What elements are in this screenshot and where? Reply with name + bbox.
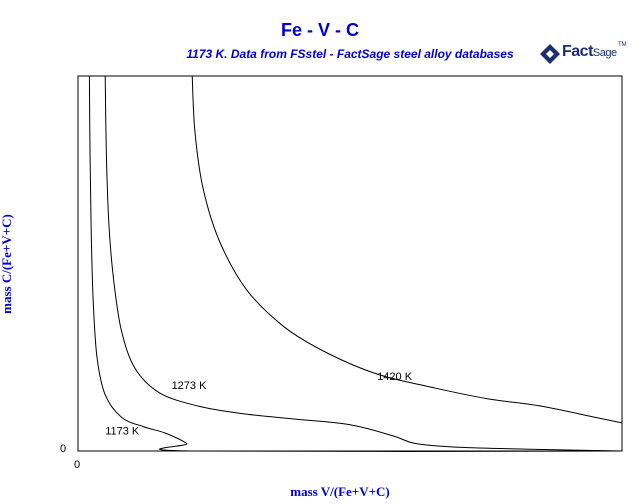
x-axis-label: mass V/(Fe+V+C) — [290, 484, 390, 499]
isotherm-line-1173-k — [88, 75, 623, 453]
chart-subtitle: 1173 K. Data from FSstel - FactSage stee… — [186, 47, 514, 61]
plot-frame — [77, 75, 623, 452]
factsage-logo: FactSage TM — [538, 40, 627, 74]
curve-label-1273-k: 1273 K — [172, 380, 208, 392]
curve-label-1420-k: 1420 K — [377, 371, 413, 383]
isotherm-line-1420-k — [191, 75, 623, 424]
x-tick-label-0: 0 — [74, 459, 81, 471]
curve-label-1173-k: 1173 K — [105, 426, 140, 438]
factsage-logo-tm: TM — [618, 42, 627, 48]
curves-group — [88, 75, 623, 453]
isotherm-line-1273-k — [104, 75, 623, 452]
factsage-logo-icon — [540, 44, 560, 64]
factsage-logo-text: FactSage — [562, 43, 617, 60]
y-tick-label-0: 0 — [60, 443, 67, 455]
curve-labels-group: 1173 K 1273 K 1420 K — [105, 371, 413, 438]
chart-title: Fe - V - C — [280, 20, 359, 40]
